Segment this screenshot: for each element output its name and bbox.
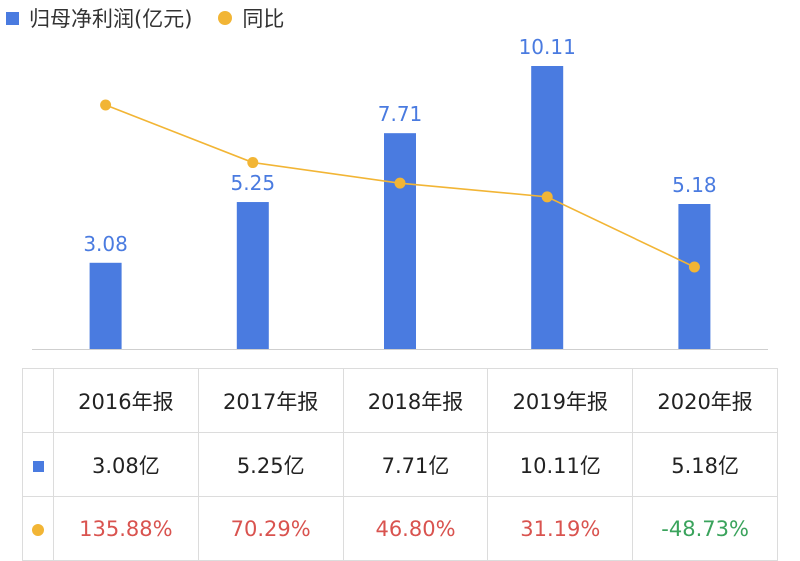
line-series-marker <box>32 523 44 536</box>
table-header-row: 2016年报 2017年报 2018年报 2019年报 2020年报 <box>22 368 778 433</box>
yoy-cell: 135.88% <box>53 496 199 561</box>
yoy-point <box>541 191 553 203</box>
bar-mark <box>89 262 122 349</box>
yoy-point <box>688 261 700 273</box>
table-header-cell: 2016年报 <box>53 368 199 433</box>
bar-value-label: 5.25 <box>231 171 276 195</box>
profit-cell: 10.11亿 <box>487 432 634 497</box>
profit-cell: 3.08亿 <box>53 432 199 497</box>
yoy-point <box>247 157 259 169</box>
bar-mark <box>236 202 269 349</box>
chart-legend: 归母净利润(亿元) 同比 <box>6 4 310 32</box>
table-row-yoy: 135.88% 70.29% 46.80% 31.19% -48.73% <box>22 496 778 561</box>
data-table: 2016年报 2017年报 2018年报 2019年报 2020年报 3.08亿… <box>22 368 778 561</box>
profit-marker-cell <box>22 432 54 497</box>
legend-bar-label: 归母净利润(亿元) <box>29 7 193 31</box>
profit-cell: 5.18亿 <box>632 432 778 497</box>
yoy-cell: -48.73% <box>632 496 778 561</box>
yoy-marker-cell <box>22 496 54 561</box>
table-header-cell: 2017年报 <box>197 368 344 433</box>
legend-item-profit: 归母净利润(亿元) <box>6 3 192 33</box>
legend-line-marker <box>218 11 233 25</box>
legend-item-yoy: 同比 <box>218 3 284 33</box>
yoy-cell: 31.19% <box>487 496 634 561</box>
chart-plot: 3.08 5.25 7.71 10.11 5.18 <box>32 35 768 350</box>
yoy-point <box>100 99 112 111</box>
bar-value-label: 5.18 <box>672 173 717 197</box>
legend-bar-marker <box>6 11 19 25</box>
table-header-cell: 2020年报 <box>632 368 778 433</box>
table-header-cell: 2018年报 <box>342 368 489 433</box>
table-row-profit: 3.08亿 5.25亿 7.71亿 10.11亿 5.18亿 <box>22 432 778 497</box>
yoy-cell: 46.80% <box>342 496 489 561</box>
bar-mark <box>531 66 564 349</box>
bar-series-marker <box>32 460 44 472</box>
bar-value-label: 3.08 <box>83 232 128 256</box>
profit-cell: 5.25亿 <box>197 432 344 497</box>
yoy-point <box>394 177 406 189</box>
bar-value-label: 10.11 <box>519 35 576 59</box>
bar-mark <box>678 204 711 349</box>
profit-cell: 7.71亿 <box>342 432 489 497</box>
bar-mark <box>384 133 416 349</box>
legend-line-label: 同比 <box>242 7 285 31</box>
table-corner-cell <box>22 368 54 433</box>
yoy-cell: 70.29% <box>197 496 344 561</box>
table-header-cell: 2019年报 <box>487 368 634 433</box>
bar-value-label: 7.71 <box>378 102 423 126</box>
